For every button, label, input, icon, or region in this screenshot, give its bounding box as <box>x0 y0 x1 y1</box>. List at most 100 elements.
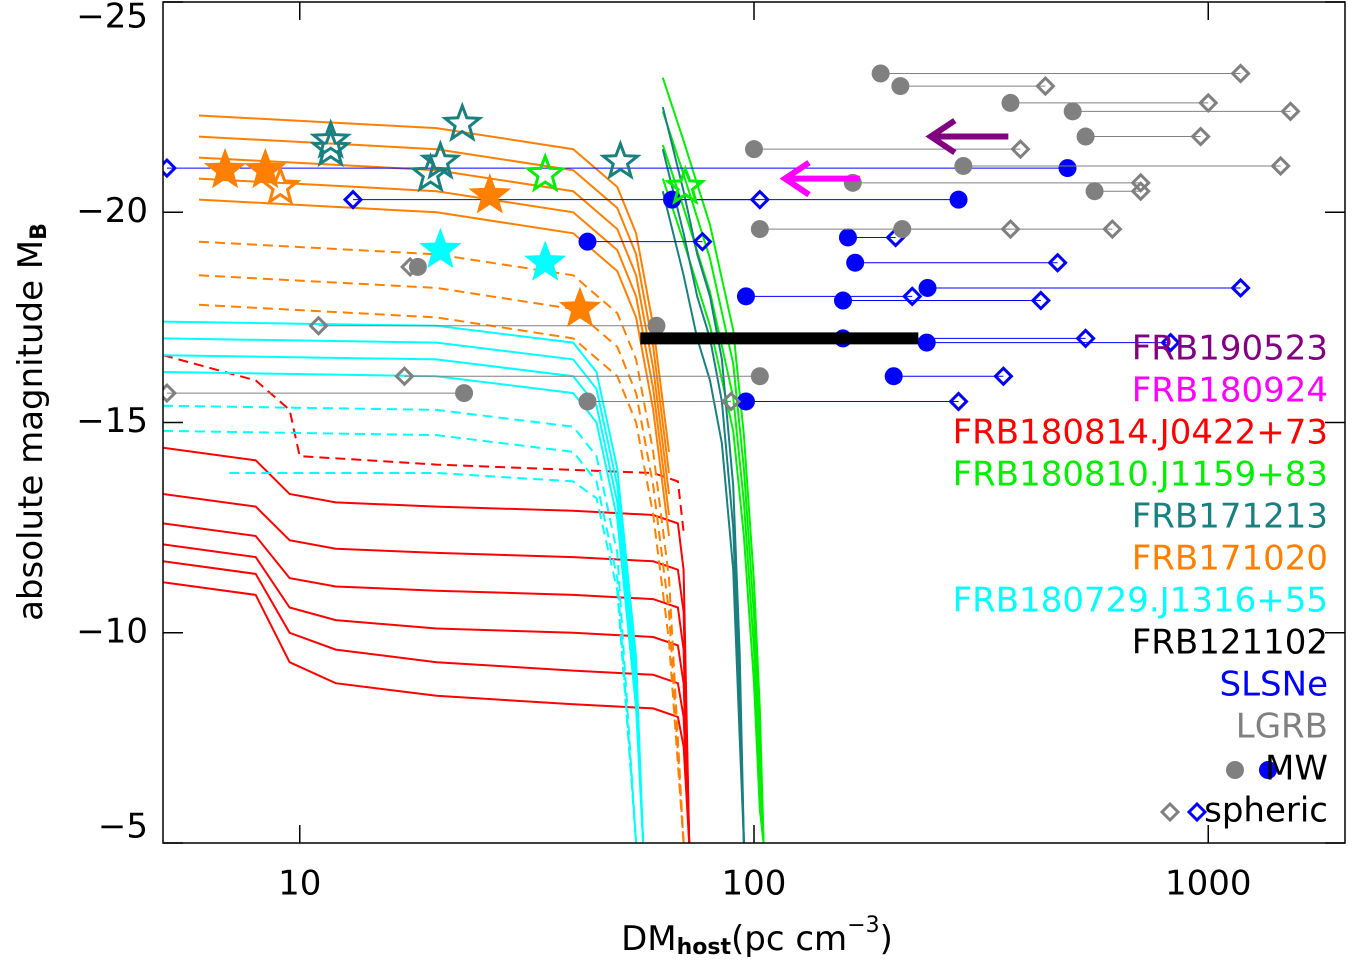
y-axis-label: absolute magnitude MB <box>11 223 53 621</box>
curve <box>163 371 645 843</box>
mw-point <box>838 228 857 247</box>
curve <box>163 581 691 843</box>
star <box>664 164 707 206</box>
legend-label: FRB171213 <box>1132 497 1328 537</box>
curve <box>229 472 638 843</box>
star <box>419 139 462 180</box>
curve <box>163 354 685 532</box>
star <box>203 147 247 189</box>
curve <box>163 522 691 843</box>
curve <box>198 198 670 537</box>
spheric-point <box>1035 75 1056 97</box>
spheric-point <box>948 391 969 412</box>
legend-label: LGRB <box>1236 707 1328 747</box>
curve <box>661 106 745 843</box>
curve <box>198 177 670 516</box>
curve <box>661 144 765 843</box>
star <box>419 227 462 269</box>
curve <box>163 543 691 843</box>
curve <box>163 446 691 843</box>
spheric-point <box>163 382 178 404</box>
y-label-main: absolute magnitude M <box>11 240 51 621</box>
x-label-unit: (pc cm <box>731 919 847 959</box>
spheric-point <box>1130 181 1151 202</box>
star <box>441 101 484 142</box>
star <box>309 118 352 159</box>
x-axis-label: DMhost(pc cm−3) <box>621 913 893 960</box>
star <box>259 164 302 206</box>
legend-marker <box>1159 801 1181 823</box>
spheric-point <box>1030 290 1051 311</box>
curve <box>163 337 645 843</box>
spheric-point <box>1000 218 1021 240</box>
mw-point <box>578 392 597 411</box>
y-tick-label: −25 <box>76 0 148 37</box>
spheric-point <box>394 366 415 387</box>
mw-point <box>954 156 973 175</box>
mw-point <box>1063 102 1082 121</box>
curve <box>163 493 691 843</box>
spheric-point <box>1130 172 1151 193</box>
legend-label: FRB180729.J1316+55 <box>953 581 1328 621</box>
mw-point <box>846 253 865 272</box>
curve <box>163 320 645 843</box>
star <box>468 173 511 214</box>
curve <box>198 274 685 843</box>
spheric-point <box>902 286 923 307</box>
y-tick-label: −10 <box>76 611 148 651</box>
legend-label: MW <box>1265 749 1328 789</box>
spheric-point <box>1270 155 1291 177</box>
spheric-point <box>993 366 1014 387</box>
spheric-point <box>749 189 770 210</box>
y-tick-label: −20 <box>76 191 148 231</box>
x-tick-label: 1000 <box>1165 864 1252 904</box>
curve <box>163 354 645 843</box>
mw-point <box>736 392 755 411</box>
legend-label: FRB171020 <box>1132 539 1328 579</box>
x-label-close: ) <box>880 919 893 959</box>
legend-marker <box>1259 761 1277 779</box>
star <box>409 152 452 193</box>
star <box>524 240 567 281</box>
x-tick-label: 100 <box>722 864 787 904</box>
spheric-point <box>1280 101 1301 122</box>
spheric-point <box>342 189 364 210</box>
spheric-point <box>1230 63 1251 84</box>
curve <box>661 190 745 843</box>
mw-point <box>891 77 910 96</box>
legend-label: FRB180814.J0422+73 <box>953 413 1328 453</box>
mw-point <box>918 278 937 297</box>
spheric-point <box>720 391 742 412</box>
spheric-point <box>1230 277 1251 299</box>
mw-point <box>1076 127 1095 146</box>
arrow-shape <box>925 118 1009 156</box>
mw-point <box>578 232 597 251</box>
mw-point <box>917 333 936 352</box>
mw-point <box>750 220 769 239</box>
spheric-point <box>1047 252 1068 273</box>
star <box>524 152 567 193</box>
spheric-point <box>400 256 421 278</box>
y-tick-label: −5 <box>98 807 148 847</box>
star <box>244 147 287 189</box>
curve <box>198 240 685 843</box>
mw-point <box>647 316 666 335</box>
curve <box>198 135 670 474</box>
curve <box>163 560 691 843</box>
legend-marker <box>1226 761 1244 779</box>
x-label-main: DM <box>621 919 677 959</box>
spheric-point <box>1190 126 1211 147</box>
mw-point <box>745 140 763 159</box>
y-label-sub: B <box>27 223 52 240</box>
mw-point <box>750 367 769 386</box>
legend-label: FRB190523 <box>1132 329 1328 369</box>
mw-point <box>871 64 890 83</box>
arrow <box>779 160 860 198</box>
mw-point <box>833 291 852 310</box>
mw-point <box>884 367 903 386</box>
spheric-point <box>163 157 178 179</box>
x-label-sub: host <box>677 935 732 960</box>
curve <box>163 404 638 843</box>
spheric-point <box>1160 332 1181 353</box>
mw-point <box>455 384 474 403</box>
